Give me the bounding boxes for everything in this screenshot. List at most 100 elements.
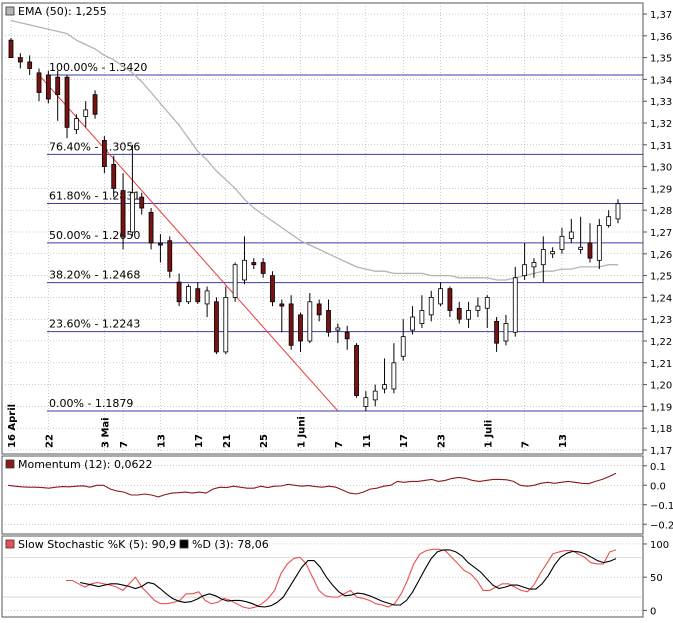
candle-body-down (120, 190, 126, 237)
candle (559, 227, 565, 254)
candle-body-down (36, 72, 42, 93)
candle-body-up (73, 118, 79, 130)
candle (484, 295, 490, 328)
price-y-axis: 1,37 1,36 1,35 1,34 1,33 1,32 1,31 1,30 1,29 1,28… (643, 10, 672, 457)
candle-body-down (494, 320, 500, 344)
trendline-segment (38, 74, 339, 412)
stochastic-k-legend-swatch (5, 539, 15, 549)
stochastic-y-axis: 100 50 0 (643, 540, 669, 617)
fib-level-label: 38.20% - 1.2468 (49, 269, 140, 282)
candle-body-up (568, 231, 574, 239)
candle-body-up (615, 203, 621, 220)
x-tick-label: 11 (362, 434, 373, 448)
momentum-y-tick-label: −0.2 (650, 520, 673, 531)
candle-body-up (503, 323, 509, 342)
candle (111, 155, 117, 198)
candle-body-up (83, 109, 89, 117)
candle (298, 312, 303, 352)
candle (466, 301, 471, 328)
candle-body-down (316, 303, 322, 316)
candle (391, 343, 397, 394)
candle (55, 70, 61, 121)
candles (8, 37, 621, 411)
price-y-tick-label: 1,34 (650, 75, 672, 86)
candle-body-down (587, 242, 593, 259)
candle (494, 317, 500, 352)
x-tick-label: 3 Mai (100, 417, 111, 448)
x-tick-label: 17 (194, 434, 205, 448)
candle-body-up (438, 288, 443, 305)
x-tick-label: 7 (521, 441, 532, 448)
x-tick-label: 17 (399, 434, 410, 448)
candle (307, 293, 313, 344)
candle (17, 53, 23, 69)
candle-body-down (148, 211, 154, 244)
candle-body-down (101, 140, 107, 168)
candle-body-down (17, 57, 23, 63)
fib-level-label: 76.40% - 1.3056 (49, 140, 140, 153)
ema-legend-label: EMA (50): 1,255 (18, 5, 107, 18)
candle-body-up (466, 310, 471, 320)
candle-body-down (298, 314, 303, 342)
candle (195, 282, 201, 304)
price-y-tick-label: 1,25 (650, 272, 672, 283)
candle-body-up (419, 310, 425, 324)
stochastic-y-tick-label: 0 (650, 606, 656, 617)
candle (214, 297, 219, 355)
stochastic-legend: Slow Stochastic %K (5): 90,9 %D (3): 78,… (5, 538, 269, 551)
stochastic-panel: 100 50 0 Slow Stochastic %K (5): 90,9 %D (… (1, 535, 669, 618)
candle-body-down (288, 303, 294, 346)
candle (64, 75, 70, 139)
candle (120, 173, 126, 250)
candle (372, 384, 378, 407)
x-tick-label: 1 Juli (483, 420, 494, 448)
candle (606, 210, 612, 228)
fib-level-label: 61.80% - 1.2831 (49, 189, 140, 202)
price-y-tick-label: 1,18 (650, 424, 672, 435)
candle-body-down (8, 39, 14, 59)
candle (129, 144, 135, 237)
candle-body-up (204, 290, 210, 305)
x-tick-label: 13 (558, 434, 569, 448)
price-y-tick-label: 1,29 (650, 184, 672, 195)
candle (223, 286, 229, 355)
candle (335, 323, 341, 344)
candle-body-down (111, 164, 117, 189)
candle-body-down (326, 310, 331, 333)
candle-body-up (475, 305, 481, 311)
price-panel: 100.00% - 1.3420 76.40% - 1.3056 61.80% - … (1, 2, 672, 457)
candle (419, 295, 425, 328)
momentum-polyline (7, 472, 617, 498)
candle (382, 358, 387, 394)
candle (167, 236, 173, 278)
candle (45, 70, 51, 104)
candle-body-down (354, 344, 359, 396)
candle-body-up (391, 362, 397, 390)
fib-levels: 100.00% - 1.3420 76.40% - 1.3056 61.80% - … (47, 61, 643, 412)
price-y-tick-label: 1,17 (650, 446, 672, 457)
candle-body-up (512, 277, 518, 333)
price-y-tick-label: 1,31 (650, 141, 672, 152)
price-y-tick-label: 1,27 (650, 228, 672, 239)
candle (8, 37, 14, 59)
candle (456, 301, 462, 324)
stochastic-y-tick-label: 50 (650, 573, 663, 584)
price-legend: EMA (50): 1,255 (5, 5, 107, 18)
candle-body-up (559, 235, 565, 250)
fib-level-label: 50.00% - 1.2650 (49, 229, 140, 242)
candle-body-up (540, 249, 546, 266)
candle-body-down (64, 76, 70, 128)
x-tick-label: 1 Juni (296, 416, 307, 448)
candle-body-up (335, 327, 341, 331)
candle (344, 325, 350, 350)
candle-body-down (270, 275, 275, 303)
candle-body-down (447, 288, 453, 311)
price-y-tick-label: 1,26 (650, 250, 672, 261)
candle-body-down (251, 262, 257, 266)
candle (288, 295, 294, 350)
momentum-legend-swatch (5, 459, 15, 469)
x-tick-label: 23 (437, 434, 448, 448)
candle (503, 314, 509, 346)
